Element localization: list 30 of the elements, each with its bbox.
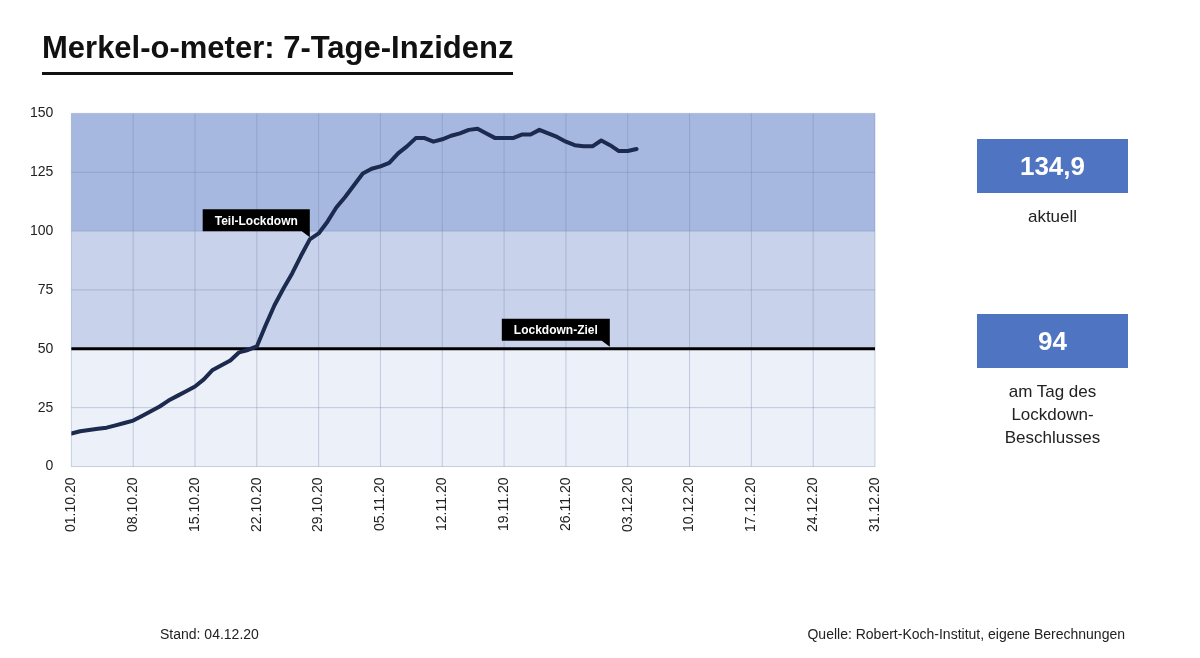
x-tick-label: 01.10.20 xyxy=(62,477,79,532)
x-tick-label: 22.10.20 xyxy=(247,477,264,532)
text: aktuell xyxy=(1026,206,1079,228)
source-note: Quelle: Robert-Koch-Institut, eigene Berechnungen xyxy=(807,626,1125,642)
x-tick-label: 29.10.20 xyxy=(309,477,326,532)
x-tick-label: 12.11.20 xyxy=(433,477,450,531)
y-tick-label: 0 xyxy=(45,457,54,474)
ref-line-label: Lockdown-Ziel xyxy=(513,323,598,338)
chart-title: Merkel-o-meter: 7-Tage-Inzidenz xyxy=(42,30,514,75)
y-tick-label: 100 xyxy=(30,221,54,238)
y-tick-label: 125 xyxy=(30,163,54,180)
x-tick-label: 08.10.20 xyxy=(124,477,141,532)
y-tick-label: 25 xyxy=(37,398,54,415)
x-tick-label: 15.10.20 xyxy=(185,477,202,532)
annotation: Teil-Lockdown xyxy=(214,213,298,228)
x-tick-label: 03.12.20 xyxy=(618,477,635,532)
x-tick-label: 10.12.20 xyxy=(680,477,697,532)
x-tick-label: 24.12.20 xyxy=(804,477,821,532)
text: 134,9 xyxy=(977,139,1128,193)
x-tick-label: 17.12.20 xyxy=(742,477,759,532)
x-tick-label: 19.11.20 xyxy=(494,477,511,531)
text: Stand: 04.12.20 xyxy=(160,626,259,642)
x-tick-label: 31.12.20 xyxy=(865,477,882,532)
y-tick-label: 75 xyxy=(37,280,54,297)
x-tick-label: 26.11.20 xyxy=(556,477,573,531)
y-tick-label: 50 xyxy=(37,339,54,356)
text: 94 xyxy=(977,314,1128,368)
text: am Tag des Lockdown-Beschlusses xyxy=(1003,381,1102,449)
x-tick-label: 05.11.20 xyxy=(371,477,388,531)
y-tick-label: 150 xyxy=(30,104,54,121)
